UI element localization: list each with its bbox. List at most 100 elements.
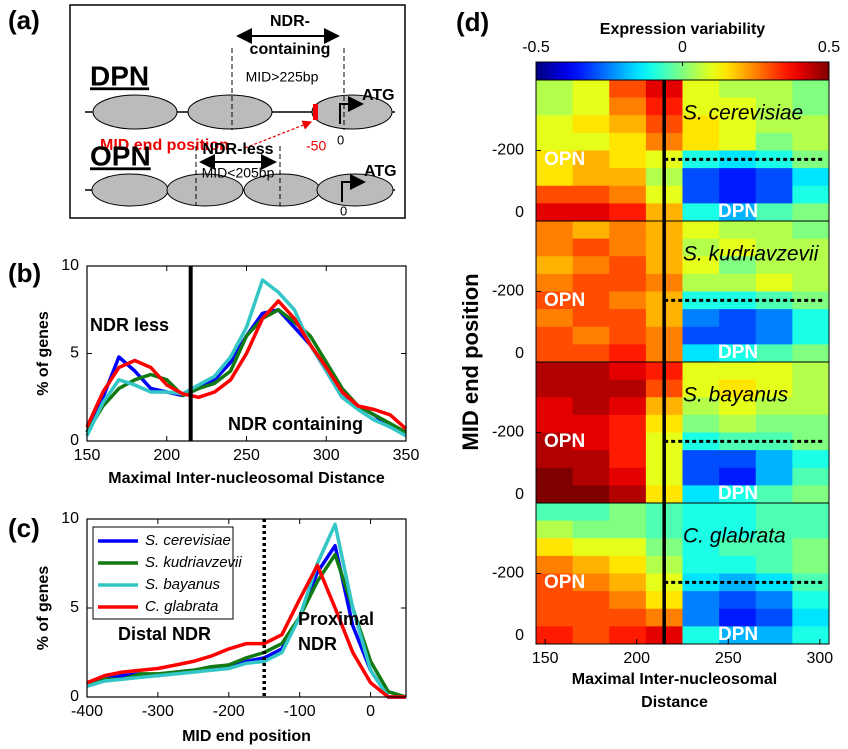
heatmap-cell — [609, 185, 647, 204]
heatmap-cell — [719, 115, 757, 134]
x-tick-label: 250 — [233, 447, 260, 464]
heatmap-cell — [792, 414, 830, 433]
annotation: NDR less — [90, 315, 169, 335]
heatmap-cell — [609, 309, 647, 328]
colorbar-title: Expression variability — [600, 21, 766, 38]
region-label: OPN — [544, 431, 585, 452]
y-axis-label: % of genes — [35, 311, 52, 396]
heatmap-cell — [755, 608, 793, 627]
heatmap-cell — [755, 344, 793, 363]
region-label: DPN — [718, 342, 758, 363]
heatmap-cell — [755, 362, 793, 381]
x-tick-label: -100 — [284, 703, 316, 720]
heatmap-cell — [755, 256, 793, 275]
heatmap-cell — [792, 168, 830, 187]
heatmap-cell — [792, 115, 830, 134]
heatmap-cell — [719, 203, 757, 222]
region-label: DPN — [718, 624, 758, 645]
heatmap-cell — [719, 450, 757, 469]
species-title: C. glabrata — [683, 525, 786, 548]
heatmap-cell — [755, 573, 793, 592]
heatmap-cell — [609, 80, 647, 99]
heatmap-cell — [682, 379, 720, 398]
nucleosome — [311, 94, 393, 130]
heatmap-cell — [792, 326, 830, 345]
heatmap-cell — [682, 362, 720, 381]
heatmap-cell — [536, 573, 574, 592]
heatmap-cell — [682, 256, 720, 275]
heatmap-cell — [755, 538, 793, 557]
heatmap-cell — [792, 555, 830, 574]
heatmap-cell — [572, 503, 610, 522]
heatmap-cell — [755, 467, 793, 486]
diagram: DPN NDR- containing MID>225bp ATG 0 MID … — [69, 4, 406, 219]
heatmap-cell — [609, 344, 647, 363]
heatmap-cell — [682, 273, 720, 292]
nucleosome — [166, 173, 244, 207]
heatmap-cell — [792, 132, 830, 151]
x-tick-label: 0 — [366, 703, 375, 720]
heatmap-cell — [792, 432, 830, 451]
heatmap-cell — [572, 555, 610, 574]
legend-label: C. glabrata — [145, 598, 218, 615]
colorbar-tick-label: 0.5 — [818, 39, 840, 56]
axes-frame — [86, 265, 407, 442]
heatmap-cell — [536, 203, 574, 222]
heatmap-cell — [572, 538, 610, 557]
series-line — [85, 278, 407, 438]
heatmap-cell — [755, 168, 793, 187]
heatmap-cell — [572, 608, 610, 627]
heatmap-cell — [572, 256, 610, 275]
dpn-title: DPN — [90, 60, 149, 91]
heatmap-cell — [609, 168, 647, 187]
y-tick-label: -200 — [492, 283, 524, 300]
heatmap-cell — [792, 520, 830, 539]
x-tick-label: -400 — [71, 703, 103, 720]
heatmap-cell — [682, 221, 720, 240]
heatmap-cell — [755, 326, 793, 345]
heatmap-cell — [609, 150, 647, 169]
heatmap-cell — [755, 97, 793, 116]
y-tick-label: 10 — [61, 510, 79, 527]
heatmap-cell — [792, 238, 830, 257]
heatmap-cell — [572, 309, 610, 328]
heatmap-cell — [682, 538, 720, 557]
heatmap-cell — [609, 115, 647, 134]
heatmap-cell — [536, 362, 574, 381]
heatmap-cell — [609, 520, 647, 539]
heatmap-cell — [719, 80, 757, 99]
heatmap-cell — [609, 273, 647, 292]
panel-frame — [535, 502, 830, 645]
heatmap-cell — [719, 467, 757, 486]
ndr-label: containing — [250, 41, 331, 58]
heatmap-cell — [572, 344, 610, 363]
heatmap-cell — [792, 591, 830, 610]
x-axis-label: Distance — [641, 694, 708, 711]
heatmap-cell — [572, 626, 610, 645]
panel-label: (a) — [8, 5, 40, 35]
heatmap-cell — [536, 626, 574, 645]
heatmap-cell — [755, 291, 793, 310]
heatmap-cell — [536, 309, 574, 328]
heatmap-cell — [609, 414, 647, 433]
heatmap-cell — [719, 591, 757, 610]
heatmap-cell — [536, 97, 574, 116]
heatmap-cell — [682, 520, 720, 539]
heatmap-cell — [792, 397, 830, 416]
heatmap-cell — [792, 485, 830, 504]
heatmap-cell — [572, 291, 610, 310]
heatmap-cell — [719, 414, 757, 433]
heatmap-cell — [682, 115, 720, 134]
heatmap-cell — [609, 221, 647, 240]
heatmap-cell — [609, 362, 647, 381]
heatmap-cell — [792, 80, 830, 99]
y-axis-label: % of genes — [35, 566, 52, 651]
heatmap-cell — [536, 485, 574, 504]
y-tick-label: 0 — [70, 688, 79, 705]
heatmap-cell — [792, 608, 830, 627]
heatmap-cell — [682, 309, 720, 328]
heatmap-cell — [609, 573, 647, 592]
heatmap-cell — [682, 344, 720, 363]
heatmap-cell — [536, 168, 574, 187]
